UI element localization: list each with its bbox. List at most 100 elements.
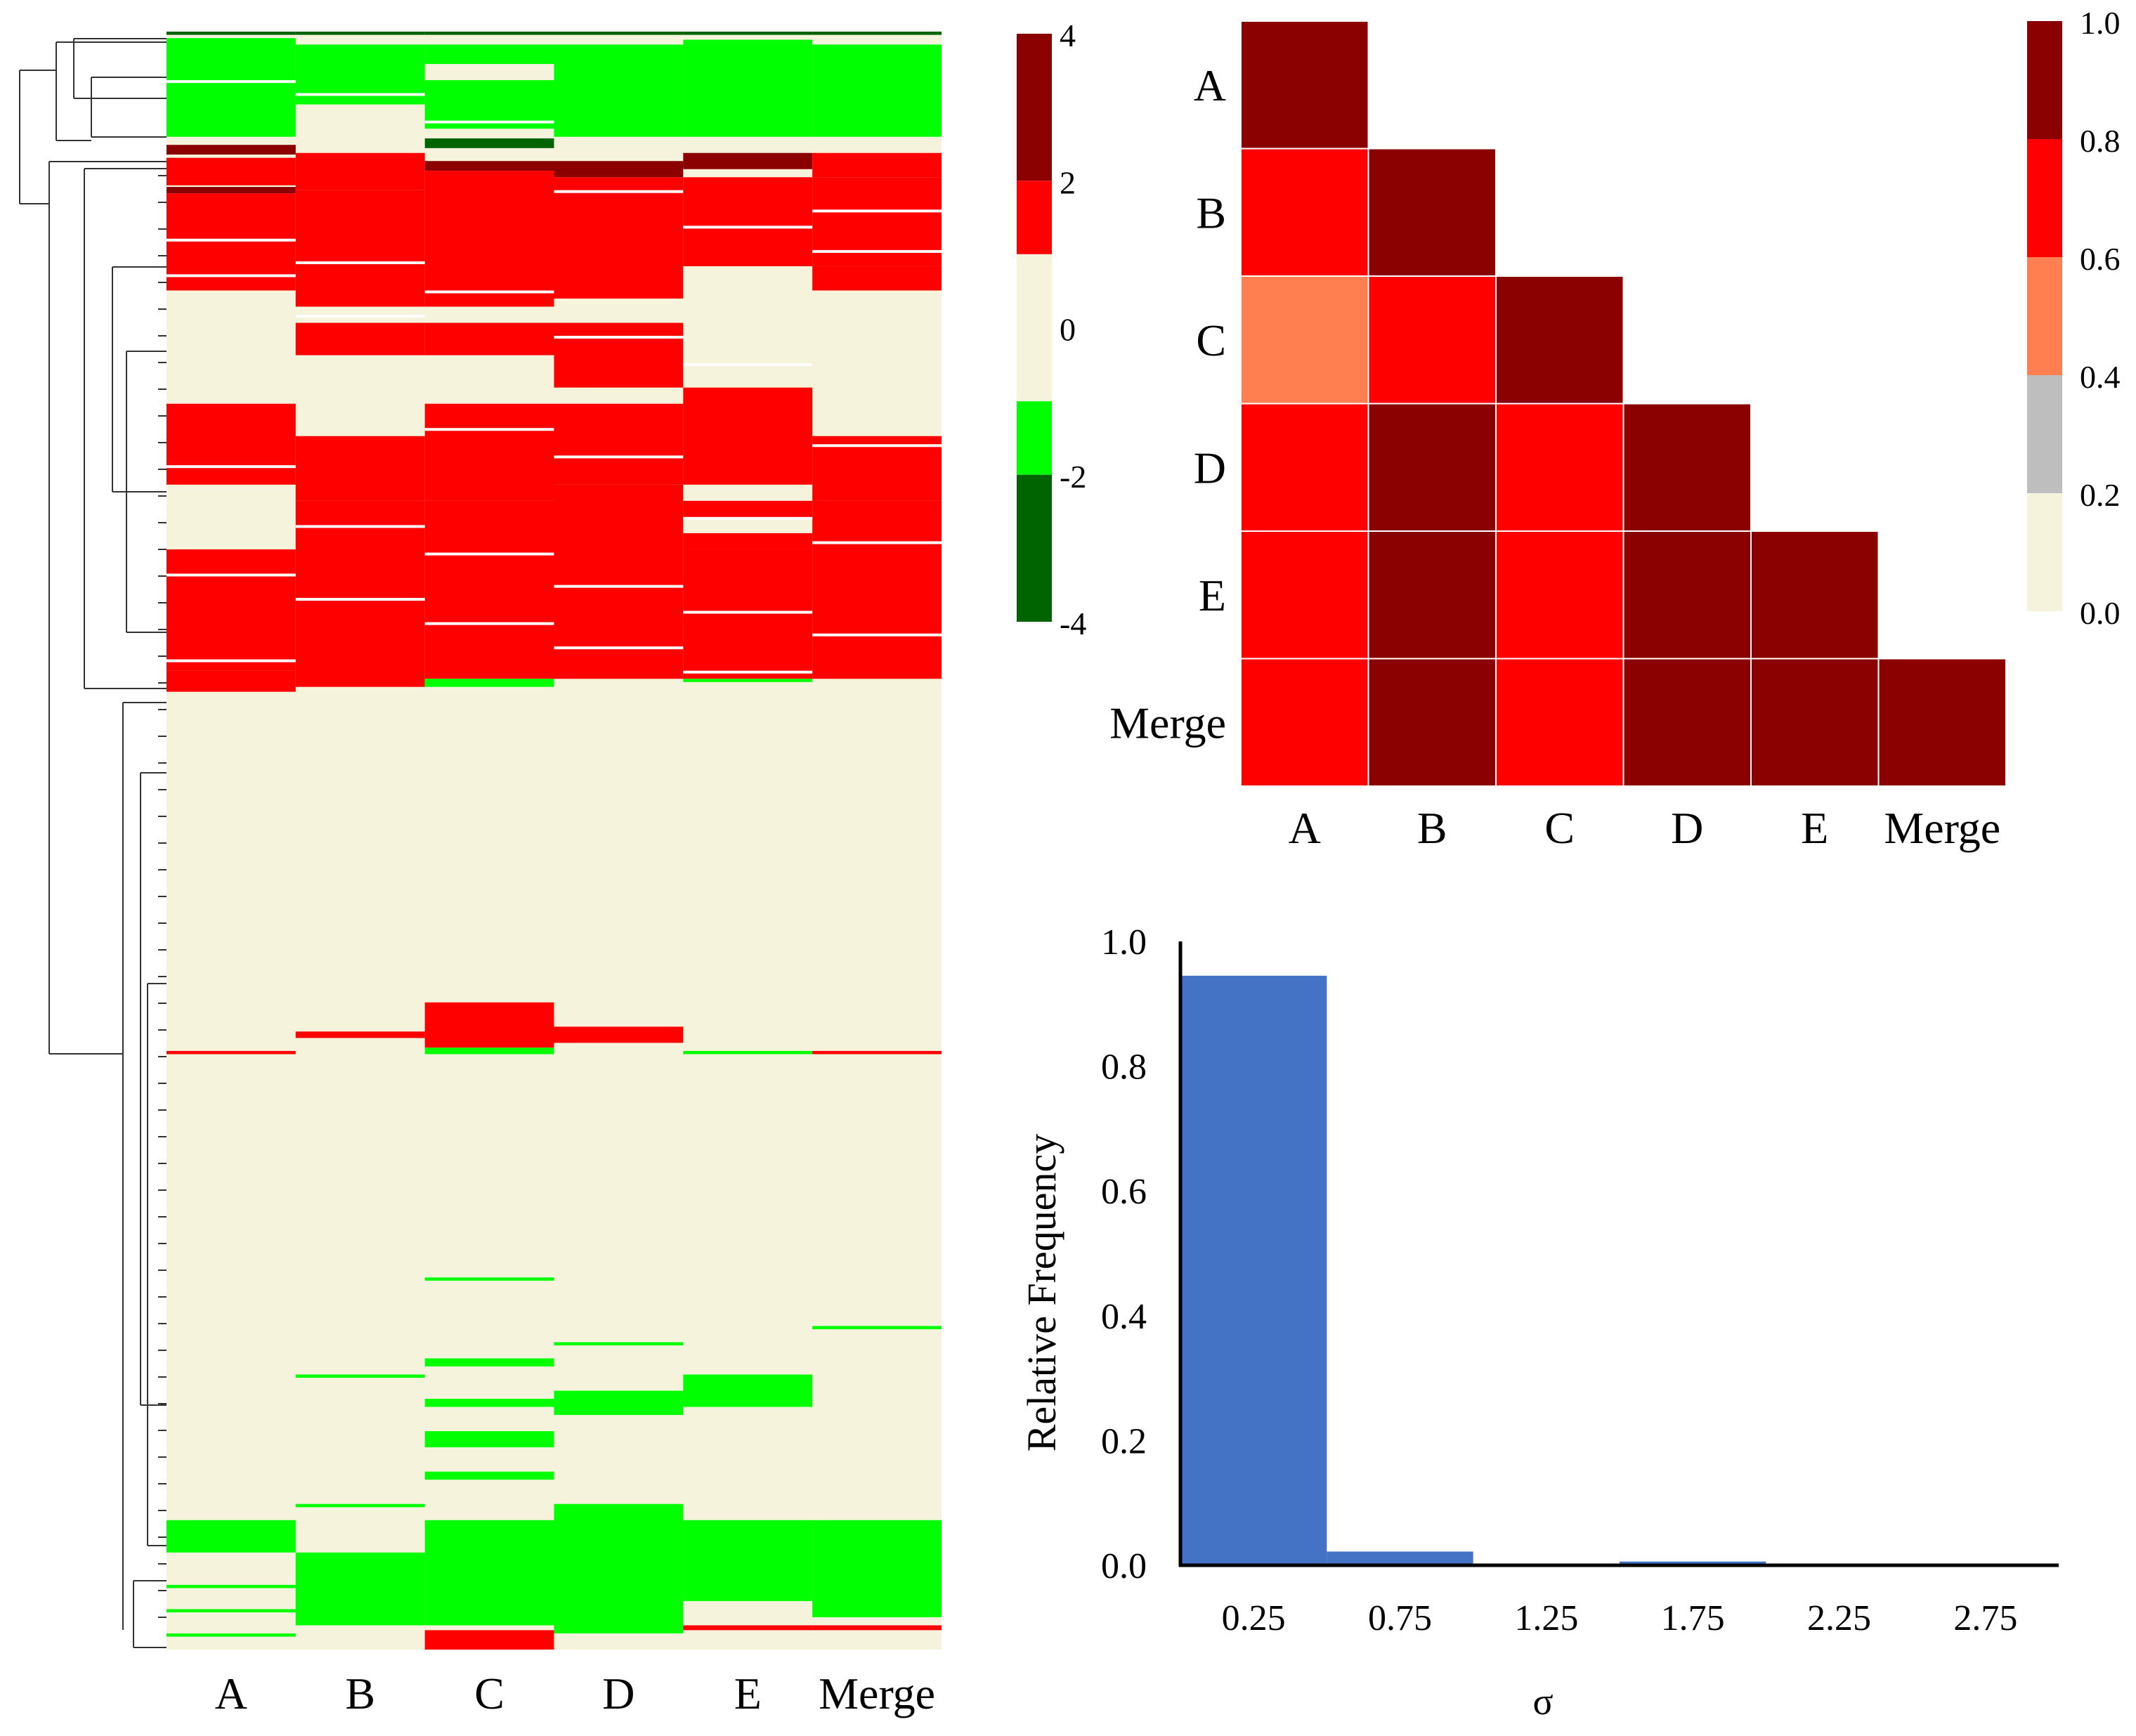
heatmap-row-gap [167,573,296,577]
histogram-y-tick-label: 1.0 [1101,922,1147,962]
colorbar-band [2027,139,2062,257]
correlation-cell [1240,658,1369,787]
heatmap-cell [424,44,554,65]
expression-heatmap-panel: A B C D E Merge 4 2 0 -2 -4 [19,18,1086,1718]
heatmap-row-gap [295,261,425,265]
histogram-bars [1180,975,2059,1565]
heatmap-cell [295,152,425,190]
correlation-cell [1240,20,1369,150]
histogram-x-tick-label: 0.75 [1368,1598,1432,1638]
heatmap-cell [554,1342,684,1346]
colorbar-band [2027,493,2062,611]
heatmap-row-gap [683,670,813,674]
correlation-cell [1240,275,1369,405]
histogram-x-tick-label: 0.25 [1222,1598,1286,1638]
heatmap-cell [683,1625,813,1631]
heatmap-cell [554,484,684,679]
heatmap-cell [295,436,425,501]
heatmap-column-label: Merge [819,1669,935,1718]
heatmap-cell [683,152,813,169]
heatmap-cell [683,39,813,137]
heatmap-cell [295,190,425,307]
heatmap-row-gap [683,363,813,367]
correlation-cell [1622,530,1752,660]
heatmap-cell [812,266,942,291]
heatmap-cell [812,152,942,178]
heatmap-cell [683,1374,813,1407]
correlation-row-label: C [1196,315,1226,365]
correlation-cell [1240,148,1369,277]
histogram-y-tick-label: 0.0 [1101,1546,1147,1586]
histogram-axes: 0.0 0.2 0.4 0.6 0.8 1.0 0.25 0.75 1.25 1.75 2.25 2.… [1101,922,2059,1638]
heatmap-row-gap [167,659,296,663]
heatmap-cell [167,193,296,291]
heatmap-column-e [683,32,813,1631]
heatmap-cell [812,44,942,137]
correlation-row-label: E [1199,570,1226,620]
correlation-cell [1240,403,1369,532]
histogram-y-tick-label: 0.4 [1101,1297,1147,1337]
histogram-bar [1180,975,1327,1565]
heatmap-cell [424,1399,554,1407]
histogram-bar [1620,1561,1766,1565]
heatmap-cell [812,500,942,679]
colorbar-tick-label: 0.2 [2080,477,2121,513]
heatmap-cell [295,1374,425,1378]
correlation-cell [1367,530,1497,660]
correlation-cell [1622,403,1752,532]
correlation-cell [1367,148,1497,277]
heatmap-row-gap [295,93,425,96]
heatmap-cell [167,32,296,35]
heatmap-cell [424,500,554,679]
colorbar-tick-label: 4 [1060,18,1076,53]
heatmap-row-gap [683,611,813,614]
colorbar-tick-label: 0.4 [2080,359,2121,395]
colorbar-band [1017,401,1052,475]
histogram-x-tick-label: 1.75 [1661,1598,1725,1638]
heatmap-cell [424,322,554,355]
correlation-row-label: B [1196,188,1226,237]
histogram-x-axis-label: σ [1532,1680,1553,1723]
heatmap-cell [167,549,296,671]
heatmap-row-gap [683,226,813,229]
heatmap-row-gap [167,80,296,84]
heatmap-cell [424,1630,554,1650]
histogram-y-axis-label: Relative Frequency [1019,1134,1064,1452]
correlation-cell [1495,658,1624,787]
colorbar-tick-label: 0.0 [2080,595,2121,631]
correlation-column-label: B [1417,803,1447,853]
correlation-column-label: D [1671,803,1703,853]
correlation-cell [1240,530,1369,660]
heatmap-cell [295,1503,425,1508]
heatmap-row-gap [167,238,296,242]
heatmap-colorbar: 4 2 0 -2 -4 [1017,18,1086,641]
heatmap-cell [683,500,813,517]
heatmap-cell [554,403,684,485]
heatmap-cell [812,177,942,266]
heatmap-row-gap [424,428,554,431]
colorbar-band [2027,257,2062,375]
heatmap-cell [424,138,554,148]
correlation-cell [1495,530,1624,660]
heatmap-row-gap [295,315,425,318]
heatmap-cell [167,157,296,185]
correlation-row-label: Merge [1109,698,1226,748]
heatmap-cell [683,549,813,679]
heatmap-cell [167,1050,296,1055]
histogram-x-tick-label: 2.25 [1807,1598,1871,1638]
correlation-column-label: Merge [1884,803,2000,853]
heatmap-cell [424,679,554,687]
heatmap-cell [812,1050,942,1055]
heatmap-column-label: B [345,1669,375,1718]
heatmap-row-gap [295,598,425,601]
heatmap-cell [424,171,554,307]
heatmap-cell [554,1390,684,1416]
heatmap-cell [683,177,813,266]
histogram-y-tick-label: 0.6 [1101,1172,1147,1212]
heatmap-cell [295,500,425,687]
histogram-y-tick-label: 0.8 [1101,1048,1147,1088]
heatmap-cell [683,32,813,35]
heatmap-row-gap [424,120,554,124]
heatmap-row-gap [554,335,684,339]
heatmap-cell [424,403,554,501]
